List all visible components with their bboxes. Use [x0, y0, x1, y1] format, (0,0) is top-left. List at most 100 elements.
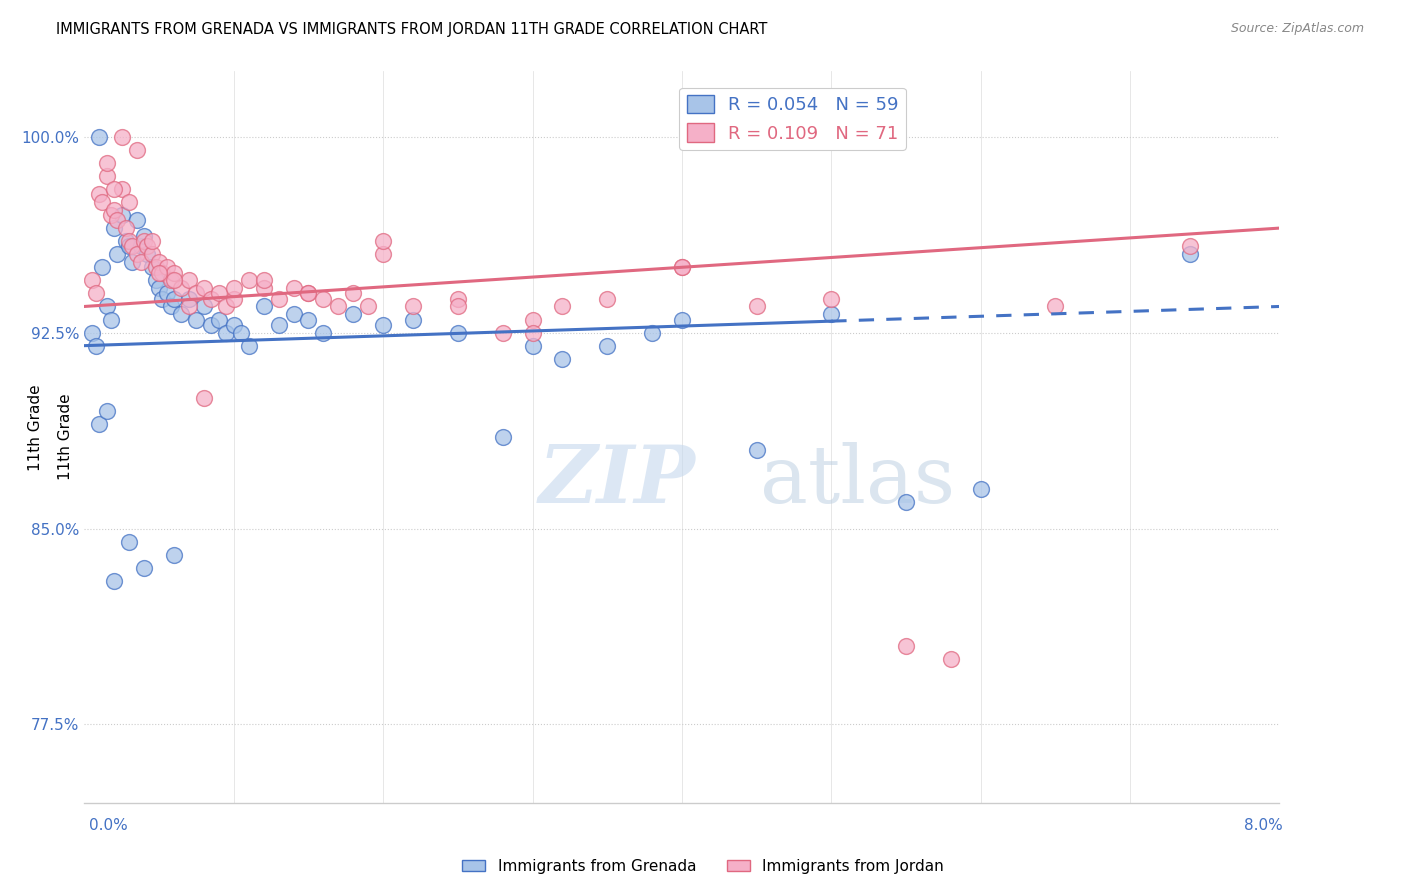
Point [253, 300, 276, 314]
Point [970, 483, 993, 497]
Point [283, 281, 305, 295]
Text: Source: ZipAtlas.com: Source: ZipAtlas.com [1230, 22, 1364, 36]
Point [136, 247, 159, 261]
Point [200, 318, 222, 332]
Point [193, 281, 215, 295]
Point [222, 292, 245, 306]
Point [148, 266, 170, 280]
Point [155, 286, 177, 301]
Point [118, 534, 141, 549]
Point [193, 391, 215, 405]
Point [103, 221, 125, 235]
Point [132, 560, 156, 574]
Text: IMMIGRANTS FROM GRENADA VS IMMIGRANTS FROM JORDAN 11TH GRADE CORRELATION CHART: IMMIGRANTS FROM GRENADA VS IMMIGRANTS FR… [56, 22, 768, 37]
Point [103, 574, 125, 588]
Point [1178, 247, 1201, 261]
Point [89, 187, 111, 202]
Point [96, 300, 118, 314]
Point [118, 194, 141, 209]
Point [103, 182, 125, 196]
Point [177, 273, 200, 287]
Point [551, 300, 574, 314]
Point [89, 417, 111, 431]
Point [170, 281, 193, 295]
Point [170, 307, 193, 321]
Point [186, 312, 208, 326]
Point [402, 300, 425, 314]
Point [820, 307, 842, 321]
Point [231, 326, 253, 340]
Point [100, 208, 122, 222]
Point [115, 234, 138, 248]
Point [238, 273, 260, 287]
Y-axis label: 11th Grade: 11th Grade [58, 393, 73, 481]
Point [118, 234, 141, 248]
Point [91, 260, 114, 275]
Point [105, 247, 128, 261]
Point [641, 326, 664, 340]
Point [125, 247, 148, 261]
Point [118, 239, 141, 253]
Point [132, 234, 156, 248]
Legend: R = 0.054   N = 59, R = 0.109   N = 71: R = 0.054 N = 59, R = 0.109 N = 71 [679, 87, 905, 150]
Point [121, 255, 143, 269]
Point [80, 273, 103, 287]
Point [939, 652, 962, 666]
Point [129, 255, 152, 269]
Text: 0.0%: 0.0% [89, 818, 128, 832]
Point [312, 326, 335, 340]
Text: 8.0%: 8.0% [1243, 818, 1282, 832]
Point [671, 260, 693, 275]
Point [297, 286, 319, 301]
Point [150, 266, 173, 280]
Point [283, 307, 305, 321]
Point [208, 312, 231, 326]
Point [238, 339, 260, 353]
Point [105, 213, 128, 227]
Point [551, 351, 574, 366]
Point [328, 300, 350, 314]
Point [115, 221, 138, 235]
Point [96, 169, 118, 183]
Point [596, 292, 619, 306]
Point [163, 292, 186, 306]
Point [222, 318, 245, 332]
Point [103, 202, 125, 217]
Point [208, 286, 231, 301]
Point [447, 292, 470, 306]
Point [267, 318, 290, 332]
Point [312, 292, 335, 306]
Point [1045, 300, 1067, 314]
Point [163, 273, 186, 287]
Point [89, 129, 111, 144]
Point [215, 300, 238, 314]
Point [145, 260, 167, 275]
Point [371, 247, 394, 261]
Point [148, 281, 170, 295]
Point [96, 155, 118, 169]
Point [402, 312, 425, 326]
Point [136, 239, 159, 253]
Point [522, 312, 544, 326]
Point [160, 300, 183, 314]
Point [492, 430, 515, 444]
Point [253, 281, 276, 295]
Point [193, 300, 215, 314]
Point [371, 234, 394, 248]
Point [297, 286, 319, 301]
Point [820, 292, 842, 306]
Point [141, 260, 163, 275]
Point [132, 228, 156, 243]
Point [342, 307, 364, 321]
Point [125, 143, 148, 157]
Point [894, 495, 917, 509]
Point [186, 286, 208, 301]
Point [894, 639, 917, 653]
Legend: Immigrants from Grenada, Immigrants from Jordan: Immigrants from Grenada, Immigrants from… [457, 853, 949, 880]
Point [222, 281, 245, 295]
Point [215, 326, 238, 340]
Point [522, 339, 544, 353]
Point [357, 300, 380, 314]
Point [163, 548, 186, 562]
Point [100, 312, 122, 326]
